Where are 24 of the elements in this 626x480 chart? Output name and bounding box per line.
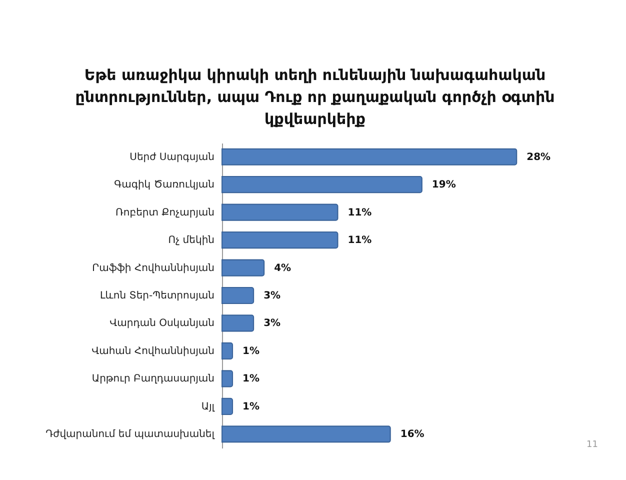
data-label: 19% <box>432 180 456 191</box>
data-label: 1% <box>242 346 260 357</box>
data-label: 16% <box>400 429 424 440</box>
chart-title: Եթե առաջիկա կիրակի տեղի ունենային նախագահական ընտրություններ, ապա Դուք որ քաղաքական գործչի օգտին կքվեարկեիք <box>74 65 556 130</box>
y-tick-label: Ոչ մեկին <box>168 235 214 246</box>
y-tick-label: Դժվարանում եմ պատասխանել <box>46 429 216 440</box>
y-tick-label: Վարդան Օսկանյան <box>110 318 214 330</box>
data-label: 28% <box>526 152 551 163</box>
y-tick-label: Գագիկ Ծառուկյան <box>114 180 214 191</box>
y-tick-label: Րաֆֆի Հովհաննիսյան <box>92 262 214 274</box>
data-label: 3% <box>264 318 281 330</box>
y-tick-label: Վահան Հովհաննիսյան <box>92 346 214 357</box>
data-label: 11% <box>348 235 372 246</box>
data-label: 4% <box>274 262 292 274</box>
text: 11 <box>586 440 598 450</box>
y-tick-label: Սերժ Սարգսյան <box>130 152 214 163</box>
data-label: 1% <box>242 374 260 385</box>
data-label: 3% <box>264 290 281 302</box>
y-tick-label: Այլ <box>201 401 216 412</box>
y-tick-label: Լևոն Տեր-Պետրոսյան <box>100 290 214 302</box>
data-label: 1% <box>242 401 260 412</box>
y-tick-label: Ռոբերտ Քոչարյան <box>115 207 214 218</box>
data-label: 11% <box>348 207 372 218</box>
y-tick-label: Արթուր Բաղդասարյան <box>92 374 214 385</box>
